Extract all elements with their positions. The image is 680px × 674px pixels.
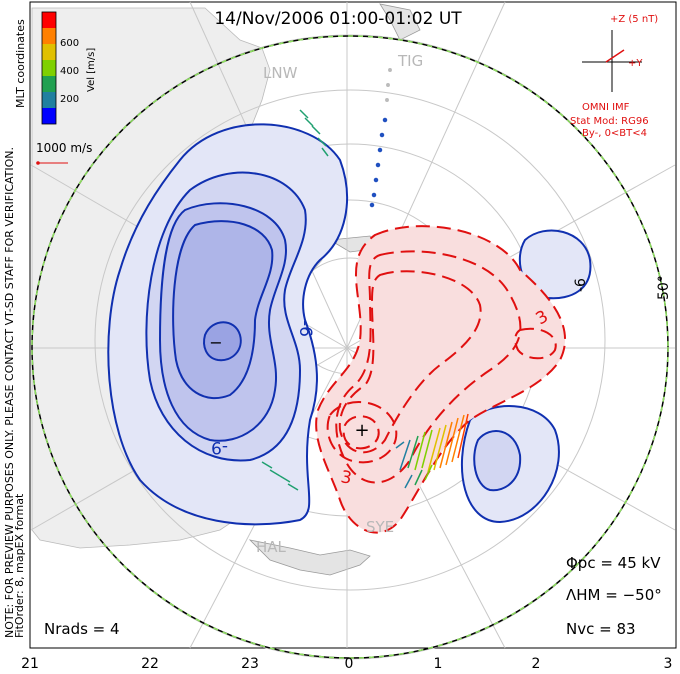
vector-field-sye (395, 413, 469, 489)
contour-label-minus9: -9 (211, 437, 228, 457)
vector-field-lnw (299, 109, 329, 157)
latitude-label: 50° (656, 275, 672, 300)
vector-scale-label: 1000 m/s (36, 141, 92, 155)
station-label-hal: HAL (256, 538, 287, 556)
imf-clock (582, 30, 642, 92)
preview-note: NOTE: FOR PREVIEW PURPOSES ONLY. PLEASE … (3, 147, 16, 638)
vector-field-tig (369, 68, 392, 208)
velocity-vectors (261, 68, 469, 491)
imf-model: Stat Mod: RG96 (570, 116, 649, 127)
imf-bz-label: +Z (5 nT) (610, 14, 658, 25)
imf-by-label: +Y (628, 58, 643, 69)
imf-condition: By-, 0<BT<4 (582, 128, 647, 139)
fit-order-note: FitOrder: 8, mapEX format (13, 493, 26, 638)
potential-min-marker: − (209, 333, 222, 352)
velocity-colorbar (41, 11, 57, 125)
mlt-axis: 21 22 23 0 1 2 3 (21, 656, 672, 672)
coordinate-system-label: MLT coordinates (14, 19, 27, 108)
mlt-tick-1: 1 (434, 656, 443, 672)
mlt-tick-23: 23 (241, 656, 259, 672)
plot-frame (29, 1, 677, 649)
colorbar-tick-600: 600 (60, 38, 79, 49)
vector-scale-origin (36, 161, 40, 165)
station-label-tig: TIG (397, 52, 423, 70)
contour-label-minus6: -6 (295, 320, 315, 337)
mlt-tick-0: 0 (345, 656, 354, 672)
stat-phi-pc: Φpc = 45 kV (566, 554, 661, 572)
stat-lambda-hm: ΛHM = −50° (566, 586, 662, 604)
colorbar-tick-200: 200 (60, 94, 79, 105)
colorbar-tick-400: 400 (60, 66, 79, 77)
station-label-lnw: LNW (263, 64, 298, 82)
station-label-sye: SYE (366, 518, 394, 536)
mlt-tick-21: 21 (21, 656, 39, 672)
colorbar-label: Vel [m/s] (86, 48, 97, 92)
map-title: 14/Nov/2006 01:00-01:02 UT (214, 9, 462, 29)
stat-n-vc: Nvc = 83 (566, 620, 636, 638)
negative-potential-cell (107, 123, 592, 526)
contour-label-plus3-b: 3 (339, 467, 353, 489)
vector-field-hal (261, 461, 299, 491)
mlt-tick-22: 22 (141, 656, 159, 672)
mlt-tick-3: 3 (664, 656, 673, 672)
imf-source: OMNI IMF (582, 102, 630, 113)
hm-boundary-dash (31, 35, 669, 659)
potential-max-marker: + (354, 420, 369, 441)
stat-n-rads: Nrads = 4 (44, 620, 120, 638)
mlt-tick-2: 2 (532, 656, 541, 672)
positive-potential-cell (315, 225, 566, 534)
contour-label-minus6-b: -6 (573, 278, 589, 292)
